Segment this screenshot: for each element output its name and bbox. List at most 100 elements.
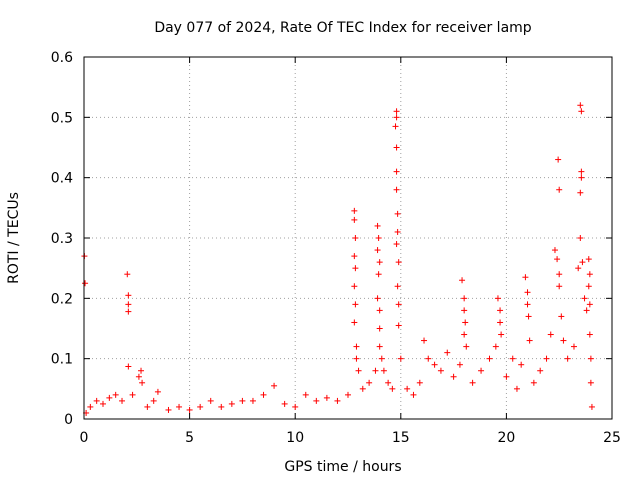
data-point: [313, 397, 320, 404]
data-point: [395, 322, 402, 329]
y-tick-label: 0.6: [51, 50, 73, 66]
data-point: [359, 385, 366, 392]
data-point: [218, 403, 225, 410]
data-point: [271, 382, 278, 389]
data-point: [154, 388, 161, 395]
x-tick-label: 5: [185, 430, 194, 446]
data-point: [586, 331, 593, 338]
data-point: [124, 271, 131, 278]
data-point: [486, 355, 493, 362]
data-points: [81, 102, 595, 416]
data-point: [380, 367, 387, 374]
data-point: [462, 319, 469, 326]
data-point: [125, 308, 132, 315]
data-point: [583, 307, 590, 314]
data-point: [351, 283, 358, 290]
data-point: [577, 102, 584, 109]
data-point: [125, 363, 132, 370]
y-tick-label: 0.5: [51, 110, 73, 126]
data-point: [578, 174, 585, 181]
data-point: [144, 403, 151, 410]
data-point: [518, 361, 525, 368]
data-point: [421, 337, 428, 344]
data-point: [186, 406, 193, 413]
data-point: [281, 400, 288, 407]
data-point: [461, 331, 468, 338]
data-point: [410, 391, 417, 398]
data-point: [581, 295, 588, 302]
data-point: [469, 379, 476, 386]
data-point: [351, 319, 358, 326]
data-point: [372, 367, 379, 374]
data-point: [437, 367, 444, 374]
data-point: [119, 397, 126, 404]
data-point: [498, 331, 505, 338]
data-point: [587, 355, 594, 362]
data-point: [525, 313, 532, 320]
data-point: [509, 355, 516, 362]
data-point: [586, 301, 593, 308]
data-point: [393, 108, 400, 115]
data-point: [375, 271, 382, 278]
data-point: [378, 355, 385, 362]
data-point: [397, 355, 404, 362]
data-point: [558, 313, 565, 320]
data-point: [139, 379, 146, 386]
x-tick-label: 20: [497, 430, 515, 446]
data-point: [106, 394, 113, 401]
data-point: [554, 256, 561, 263]
data-point: [588, 403, 595, 410]
data-point: [334, 397, 341, 404]
data-point: [129, 391, 136, 398]
y-tick-label: 0: [64, 412, 73, 428]
data-point: [376, 307, 383, 314]
data-point: [585, 283, 592, 290]
data-point: [585, 256, 592, 263]
data-point: [425, 355, 432, 362]
grid: [84, 57, 612, 419]
data-point: [112, 391, 119, 398]
data-point: [456, 361, 463, 368]
data-point: [394, 283, 401, 290]
data-point: [176, 403, 183, 410]
data-point: [249, 397, 256, 404]
data-point: [374, 295, 381, 302]
data-point: [352, 265, 359, 272]
data-point: [578, 108, 585, 115]
data-point: [100, 400, 107, 407]
data-point: [494, 295, 501, 302]
data-point: [389, 385, 396, 392]
data-point: [560, 337, 567, 344]
data-point: [393, 186, 400, 193]
data-point: [228, 400, 235, 407]
data-point: [404, 385, 411, 392]
data-point: [351, 207, 358, 214]
data-point: [374, 247, 381, 254]
data-point: [503, 373, 510, 380]
data-point: [353, 355, 360, 362]
data-point: [478, 367, 485, 374]
data-point: [416, 379, 423, 386]
x-axis-label: GPS time / hours: [284, 459, 401, 475]
x-tick-label: 10: [286, 430, 304, 446]
data-point: [376, 259, 383, 266]
data-point: [575, 265, 582, 272]
data-point: [197, 403, 204, 410]
data-point: [150, 397, 157, 404]
data-point: [556, 283, 563, 290]
data-point: [586, 271, 593, 278]
x-tick-label: 0: [80, 430, 89, 446]
data-point: [207, 397, 214, 404]
data-point: [87, 403, 94, 410]
data-point: [395, 259, 402, 266]
data-point: [526, 337, 533, 344]
data-point: [135, 373, 142, 380]
data-point: [459, 277, 466, 284]
data-point: [547, 331, 554, 338]
data-point: [463, 343, 470, 350]
data-point: [524, 289, 531, 296]
data-point: [302, 391, 309, 398]
data-point: [292, 403, 299, 410]
data-point: [366, 379, 373, 386]
